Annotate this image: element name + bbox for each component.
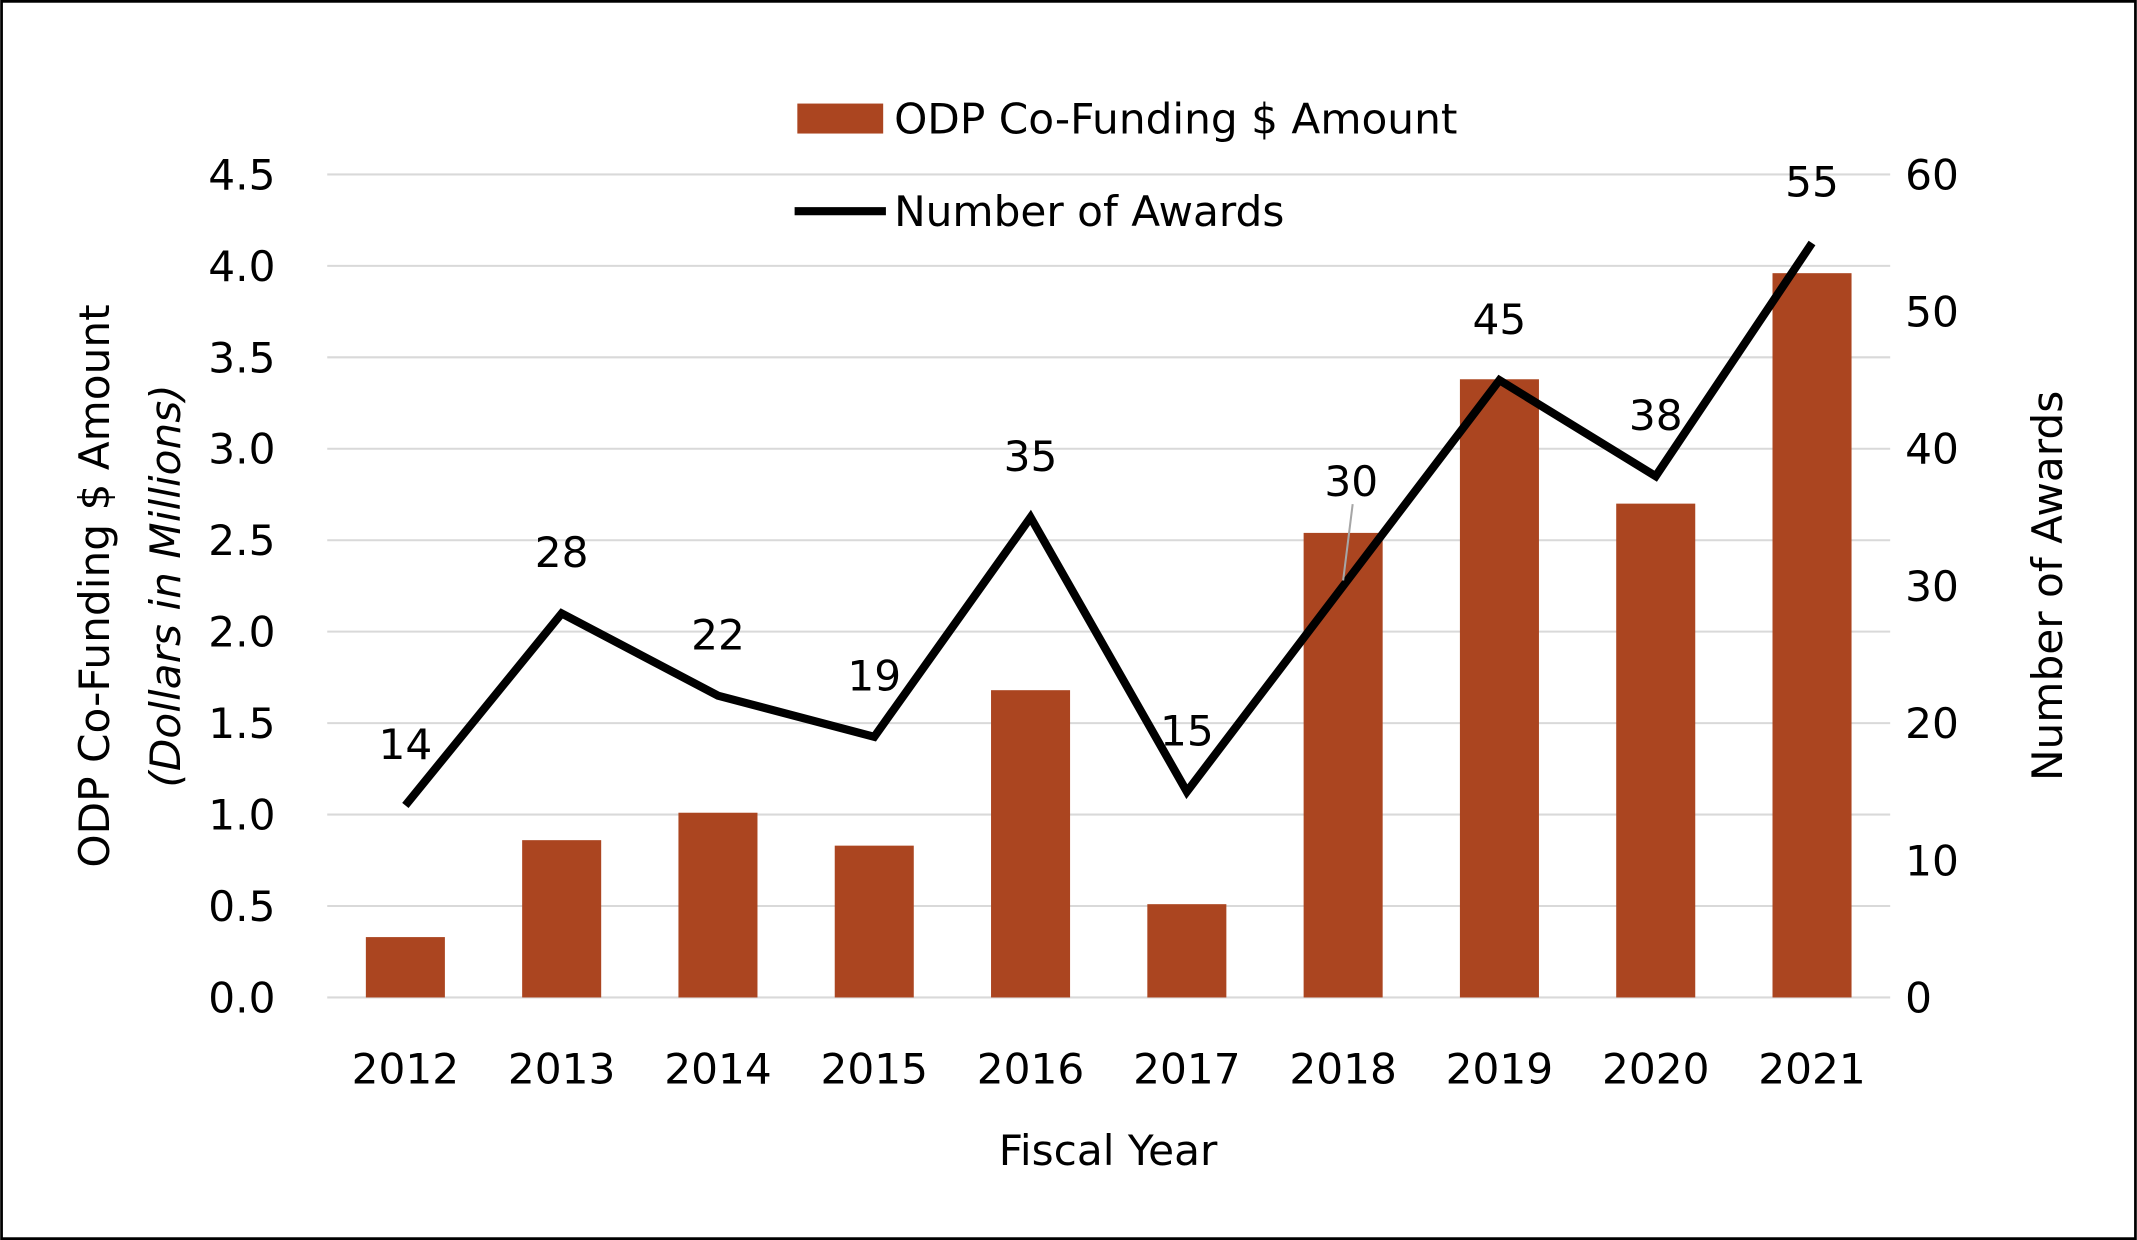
bar-2021 [1772, 273, 1852, 998]
bars [365, 273, 1852, 998]
awards-polyline [402, 240, 1816, 808]
y-tick-label: 2.0 [208, 608, 275, 657]
awards-label-2020: 38 [1629, 391, 1683, 440]
bar-2019 [1459, 379, 1539, 998]
y2-tick-label: 0 [1905, 973, 1932, 1022]
awards-label-2013: 28 [535, 528, 589, 577]
bar-2015 [834, 845, 914, 998]
y-tick-label: 3.0 [208, 425, 275, 474]
awards-label-2014: 22 [691, 610, 745, 659]
tick-labels: 0.0 0.5 1.0 1.5 2.0 2.5 3.0 3.5 4.0 4.5 0 10 20 30 40 5… [208, 150, 1959, 1093]
awards-label-2016: 35 [1004, 432, 1058, 481]
x-axis-title: Fiscal Year [999, 1126, 1218, 1175]
y2-tick-label: 10 [1905, 836, 1959, 885]
x-tick-label: 2013 [508, 1044, 615, 1093]
legend-bar-swatch [797, 103, 884, 134]
y2-tick-label: 20 [1905, 699, 1959, 748]
y2-tick-label: 60 [1905, 150, 1959, 199]
awards-label-2018: 30 [1324, 457, 1378, 506]
x-tick-label: 2018 [1289, 1044, 1396, 1093]
y-tick-label: 3.5 [208, 333, 275, 382]
y-tick-label: 4.5 [208, 150, 275, 199]
awards-label-2021: 55 [1785, 158, 1839, 207]
y-axis-subtitle: (Dollars in Millions) [141, 384, 190, 787]
bar-2018 [1303, 532, 1383, 998]
awards-label-2015: 19 [847, 651, 901, 700]
y-tick-label: 4.0 [208, 242, 275, 291]
bar-2020 [1616, 503, 1696, 998]
awards-label-2012: 14 [378, 720, 432, 769]
x-tick-label: 2017 [1133, 1044, 1240, 1093]
y-tick-label: 2.5 [208, 516, 275, 565]
awards-line [402, 240, 1816, 808]
x-tick-label: 2019 [1446, 1044, 1553, 1093]
legend: ODP Co-Funding $ Amount Number of Awards [794, 95, 1457, 236]
data-labels: 14 28 22 19 35 15 30 45 38 55 [378, 158, 1838, 769]
y2-axis-title: Number of Awards [2023, 391, 2072, 781]
bar-2016 [991, 690, 1071, 998]
x-tick-label: 2020 [1602, 1044, 1709, 1093]
awards-label-2017: 15 [1160, 706, 1214, 755]
legend-bar-label: ODP Co-Funding $ Amount [894, 95, 1457, 144]
awards-label-2019: 45 [1473, 295, 1527, 344]
x-tick-label: 2021 [1758, 1044, 1865, 1093]
x-tick-label: 2016 [977, 1044, 1084, 1093]
y2-tick-label: 50 [1905, 288, 1959, 337]
y2-tick-label: 40 [1905, 425, 1959, 474]
legend-line-label: Number of Awards [894, 187, 1284, 236]
x-tick-label: 2015 [821, 1044, 928, 1093]
label-leader-line [1342, 504, 1354, 581]
bar-2014 [678, 812, 758, 998]
x-tick-label: 2012 [352, 1044, 459, 1093]
y-axis-title: ODP Co-Funding $ Amount [70, 304, 119, 867]
y2-tick-label: 30 [1905, 562, 1959, 611]
y-tick-label: 0.5 [208, 882, 275, 931]
y-tick-label: 1.5 [208, 699, 275, 748]
y-tick-label: 1.0 [208, 791, 275, 840]
bar-2012 [365, 937, 445, 998]
x-tick-label: 2014 [664, 1044, 771, 1093]
bar-2017 [1147, 904, 1227, 998]
bar-2013 [522, 840, 602, 998]
y-tick-label: 0.0 [208, 973, 275, 1022]
